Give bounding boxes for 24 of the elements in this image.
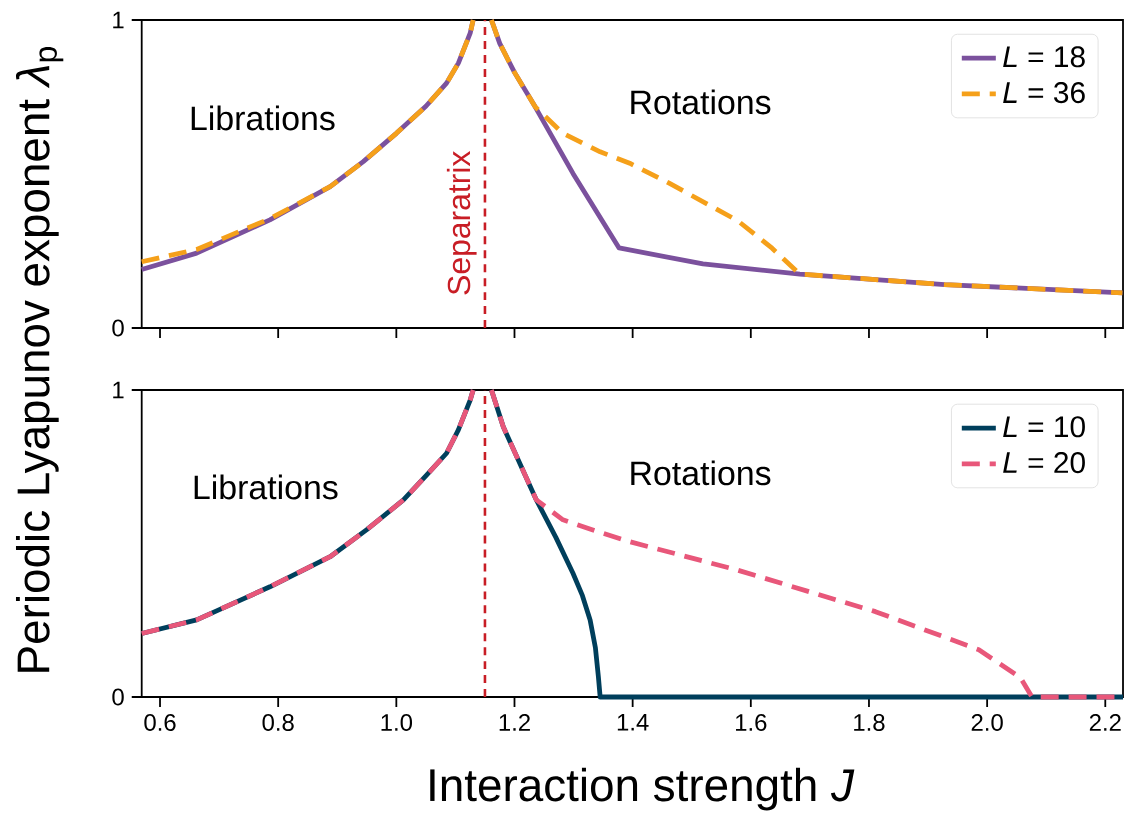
legend-label: L = 36 xyxy=(1003,82,1085,104)
x-tick-label: 1.0 xyxy=(381,714,413,731)
annotation: Librations xyxy=(191,105,335,131)
annotation: Rotations xyxy=(631,460,771,486)
x-tick-label: 0.8 xyxy=(262,714,294,731)
x-tick-label: 2.2 xyxy=(1089,714,1121,731)
x-tick-label: 0.6 xyxy=(144,714,176,731)
x-tick-label: 2.0 xyxy=(971,714,1003,731)
legend-label: L = 20 xyxy=(1003,451,1085,474)
x-tick-label: 1.4 xyxy=(617,714,649,731)
x-tick-label: 1.2 xyxy=(499,714,530,731)
x-tick-label: 1.8 xyxy=(854,714,885,731)
y-tick-label: 0 xyxy=(112,319,124,337)
y-axis-title: Periodic Lyapunov exponent λ$_{p}$ xyxy=(15,46,64,672)
legend-label: L = 18 xyxy=(1003,46,1085,68)
ref-line-label: Separatrix xyxy=(446,151,477,295)
legend-label: L = 10 xyxy=(1003,416,1085,438)
annotation: Rotations xyxy=(631,89,771,115)
annotation: Librations xyxy=(194,474,338,500)
y-tick-label: 1 xyxy=(113,381,124,399)
y-tick-label: 0 xyxy=(112,688,124,706)
x-axis-title: Interaction strength J xyxy=(430,767,855,811)
y-tick-label: 1 xyxy=(113,11,124,29)
x-tick-label: 1.6 xyxy=(736,714,767,731)
